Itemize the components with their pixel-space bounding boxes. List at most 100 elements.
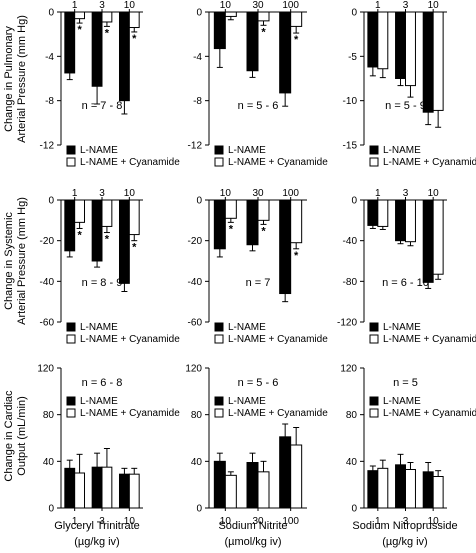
y-tick-label: 80 bbox=[191, 410, 203, 421]
significance-star: * bbox=[294, 250, 299, 262]
bar-lname bbox=[246, 11, 259, 72]
legend-label: L-NAME bbox=[228, 322, 266, 333]
x-tick-label: 10 bbox=[124, 188, 136, 199]
y-tick-label: -12 bbox=[40, 141, 55, 152]
bar-cyanamide bbox=[101, 466, 113, 509]
bar-cyanamide bbox=[377, 199, 389, 227]
col-2-xlabel-line2: (µmol/kg iv) bbox=[224, 536, 281, 548]
legend-label: L-NAME + Cyanamide bbox=[383, 408, 476, 419]
legend-swatch-cyanamide bbox=[214, 408, 224, 418]
y-tick-label: -8 bbox=[45, 96, 54, 107]
legend-swatch-lname bbox=[369, 145, 379, 155]
x-tick-label: 30 bbox=[252, 0, 264, 11]
legend-label: L-NAME bbox=[383, 396, 421, 407]
n-label: n = 5 - 6 bbox=[238, 377, 279, 389]
bar-lname bbox=[64, 11, 76, 74]
row-1-ylabel-line2: Arterial Pressure (mm Hg) bbox=[16, 15, 28, 143]
n-label: n = 5 - 9 bbox=[385, 100, 426, 112]
bar-cyanamide bbox=[257, 471, 270, 509]
bar-lname bbox=[395, 11, 407, 79]
x-tick-label: 10 bbox=[124, 0, 136, 11]
legend-label: L-NAME + Cyanamide bbox=[80, 334, 180, 345]
y-tick-label: 120 bbox=[37, 364, 54, 375]
bar-lname bbox=[118, 11, 130, 102]
y-tick-label: 0 bbox=[196, 196, 202, 207]
bar-cyanamide bbox=[377, 467, 389, 509]
x-tick-label: 1 bbox=[72, 516, 78, 527]
y-tick-label: 0 bbox=[351, 196, 357, 207]
legend-swatch-cyanamide bbox=[66, 157, 76, 167]
significance-star: * bbox=[132, 33, 137, 45]
y-tick-label: -40 bbox=[188, 277, 203, 288]
n-label: n = 6 - 10 bbox=[382, 277, 429, 289]
bar-cyanamide bbox=[74, 11, 86, 20]
col-3-xlabel-line2: (µg/kg iv) bbox=[382, 536, 427, 548]
y-tick-label: 80 bbox=[346, 410, 358, 421]
legend-label: L-NAME bbox=[383, 322, 421, 333]
y-tick-label: -4 bbox=[45, 52, 54, 63]
bar-cyanamide bbox=[257, 199, 270, 221]
bar-lname bbox=[64, 467, 76, 509]
bar-lname bbox=[246, 462, 259, 509]
bar-lname bbox=[367, 470, 379, 509]
significance-star: * bbox=[132, 242, 137, 254]
significance-star: * bbox=[105, 234, 110, 246]
legend-swatch-cyanamide bbox=[369, 408, 379, 418]
row-2-ylabel-line2: Arterial Pressure (mm Hg) bbox=[16, 197, 28, 325]
row-2-ylabel-line1: Change in Systemic bbox=[3, 212, 15, 310]
x-tick-label: 30 bbox=[252, 188, 264, 199]
bar-lname bbox=[279, 11, 292, 94]
bar-lname bbox=[213, 11, 226, 50]
bar-cyanamide bbox=[128, 473, 140, 509]
bar-lname bbox=[395, 464, 407, 509]
y-tick-label: 0 bbox=[48, 8, 54, 19]
bar-lname bbox=[367, 199, 379, 226]
bar-cyanamide bbox=[405, 199, 416, 243]
y-tick-label: 120 bbox=[185, 364, 202, 375]
n-label: n = 8 - 9 bbox=[82, 277, 123, 289]
legend-swatch-lname bbox=[214, 322, 224, 332]
y-tick-label: -8 bbox=[193, 96, 202, 107]
y-tick-label: -5 bbox=[348, 52, 357, 63]
bar-lname bbox=[118, 199, 130, 284]
n-label: n = 6 - 8 bbox=[82, 377, 123, 389]
y-tick-label: 0 bbox=[196, 8, 202, 19]
bar-cyanamide bbox=[128, 11, 140, 29]
x-tick-label: 3 bbox=[99, 188, 105, 199]
col-1-xlabel-line2: (µg/kg iv) bbox=[74, 536, 119, 548]
y-tick-label: 40 bbox=[43, 457, 55, 468]
significance-star: * bbox=[105, 27, 110, 39]
x-tick-label: 3 bbox=[99, 0, 105, 11]
y-tick-label: 0 bbox=[196, 504, 202, 515]
bar-cyanamide bbox=[405, 469, 416, 509]
bar-lname bbox=[422, 199, 434, 283]
bar-cyanamide bbox=[432, 11, 444, 111]
legend-label: L-NAME bbox=[80, 145, 118, 156]
y-tick-label: -60 bbox=[188, 318, 203, 329]
y-tick-label: -120 bbox=[337, 318, 357, 329]
row-3-ylabel-line2: Output (mL/min) bbox=[16, 396, 28, 475]
legend-swatch-lname bbox=[66, 396, 76, 406]
x-tick-label: 10 bbox=[220, 188, 232, 199]
legend-swatch-lname bbox=[214, 396, 224, 406]
legend-swatch-cyanamide bbox=[214, 334, 224, 344]
legend-swatch-cyanamide bbox=[214, 157, 224, 167]
x-tick-label: 100 bbox=[282, 188, 299, 199]
legend-swatch-cyanamide bbox=[66, 334, 76, 344]
x-tick-label: 10 bbox=[428, 0, 440, 11]
x-tick-label: 1 bbox=[375, 516, 381, 527]
bar-lname bbox=[91, 199, 103, 262]
